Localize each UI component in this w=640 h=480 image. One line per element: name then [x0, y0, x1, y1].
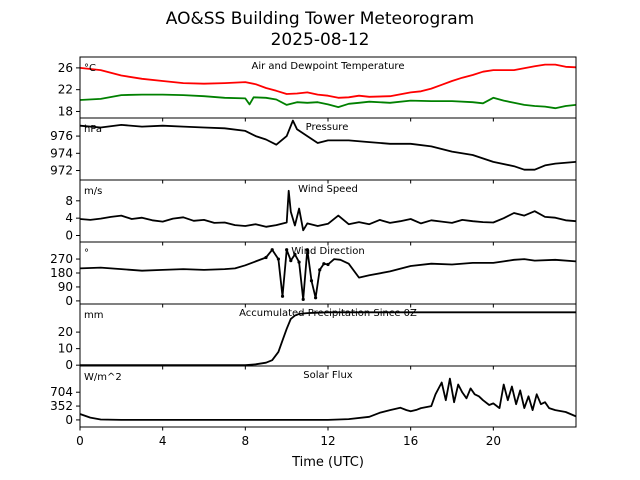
wind-direction-point	[310, 279, 313, 282]
wind-direction-point	[318, 268, 321, 271]
units-label-temp: °C	[84, 63, 96, 74]
y-tick-label-wdir: 0	[65, 294, 73, 308]
series-temp-1	[80, 95, 576, 109]
panel-pres: 972 974 976 hPa Pressure	[50, 118, 576, 184]
panel-title-pres: Pressure	[306, 122, 349, 133]
y-tick-label-pres: 972	[50, 164, 73, 178]
series-wdir-0	[80, 250, 576, 300]
figure-subtitle: 2025-08-12	[271, 30, 370, 50]
y-tick-label-pres: 974	[50, 146, 73, 160]
wind-direction-point	[277, 257, 280, 260]
units-label-precip: mm	[84, 310, 103, 321]
y-tick-label-temp: 26	[58, 61, 73, 75]
panel-temp: 18 22 26 °C Air and Dewpoint Temperature	[58, 57, 576, 122]
wind-direction-point	[302, 298, 305, 301]
y-tick-label-wspd: 0	[65, 228, 73, 242]
y-tick-label-wdir: 270	[50, 252, 73, 266]
series-wspd-0	[80, 191, 576, 231]
y-tick-label-temp: 22	[58, 83, 73, 97]
panel-title-wspd: Wind Speed	[298, 184, 358, 195]
y-tick-label-pres: 976	[50, 129, 73, 143]
figure-title: AO&SS Building Tower Meteorogram	[166, 9, 474, 29]
x-tick-label: 16	[403, 434, 418, 448]
x-axis-label: Time (UTC)	[291, 455, 364, 470]
y-tick-label-precip: 0	[65, 358, 73, 372]
x-axis: 0 4 8 12 16 20	[76, 434, 501, 448]
panel-title-solar: Solar Flux	[303, 370, 353, 381]
wind-direction-point	[314, 296, 317, 299]
y-tick-label-wspd: 4	[65, 211, 73, 225]
panel-title-temp: Air and Dewpoint Temperature	[252, 61, 405, 72]
wind-direction-point	[326, 263, 329, 266]
panel-title-wdir: Wind Direction	[291, 246, 365, 257]
units-label-wdir: °	[84, 248, 89, 259]
panel-precip: 0 10 20 mm Accumulated Precipitation Since 0…	[58, 304, 576, 372]
x-tick-label: 20	[486, 434, 501, 448]
x-tick-label: 4	[159, 434, 167, 448]
meteorogram-figure: AO&SS Building Tower Meteorogram 2025-08…	[0, 0, 640, 480]
y-tick-label-precip: 10	[58, 342, 73, 356]
series-solar-0	[80, 379, 576, 420]
x-tick-label: 12	[320, 434, 335, 448]
y-tick-label-wdir: 90	[58, 280, 73, 294]
x-tick-label: 0	[76, 434, 84, 448]
units-label-solar: W/m^2	[84, 372, 122, 383]
units-label-pres: hPa	[84, 124, 102, 135]
series-precip-0	[80, 312, 576, 365]
y-tick-label-solar: 704	[50, 385, 73, 399]
units-label-wspd: m/s	[84, 186, 102, 197]
wind-direction-point	[281, 295, 284, 298]
panel-title-precip: Accumulated Precipitation Since 0Z	[239, 308, 417, 319]
y-tick-label-wdir: 180	[50, 266, 73, 280]
y-tick-label-wspd: 8	[65, 194, 73, 208]
y-tick-label-solar: 0	[65, 413, 73, 427]
wind-direction-point	[271, 248, 274, 251]
x-tick-label: 8	[242, 434, 250, 448]
wind-direction-point	[297, 261, 300, 264]
y-tick-label-precip: 20	[58, 325, 73, 339]
wind-direction-point	[289, 259, 292, 262]
panel-wspd: 0 4 8 m/s Wind Speed	[65, 180, 576, 246]
wind-direction-point	[285, 248, 288, 251]
wind-direction-point	[264, 256, 267, 259]
y-tick-label-temp: 18	[58, 104, 73, 118]
wind-direction-point	[322, 262, 325, 265]
y-tick-label-solar: 352	[50, 399, 73, 413]
